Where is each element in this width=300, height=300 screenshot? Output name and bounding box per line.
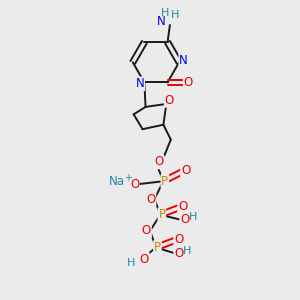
Text: H: H (127, 258, 135, 268)
Text: P: P (158, 208, 165, 221)
Text: O: O (181, 164, 190, 177)
Text: H: H (189, 212, 197, 223)
Text: O: O (165, 94, 174, 107)
Text: O: O (174, 247, 184, 260)
Text: O: O (146, 193, 155, 206)
Text: O: O (142, 224, 151, 237)
Text: O: O (180, 213, 189, 226)
Text: H: H (183, 246, 191, 256)
Text: N: N (157, 15, 166, 28)
Text: N: N (136, 77, 144, 90)
Text: O: O (184, 76, 193, 89)
Text: Na: Na (109, 175, 125, 188)
Text: O: O (174, 233, 184, 246)
Text: H: H (171, 10, 179, 20)
Text: +: + (124, 172, 132, 183)
Text: N: N (179, 54, 188, 67)
Text: P: P (154, 241, 161, 254)
Text: O: O (178, 200, 187, 213)
Text: P: P (161, 175, 168, 188)
Text: H: H (160, 8, 169, 17)
Text: O: O (154, 155, 164, 168)
Text: O: O (130, 178, 139, 191)
Text: O: O (140, 253, 149, 266)
